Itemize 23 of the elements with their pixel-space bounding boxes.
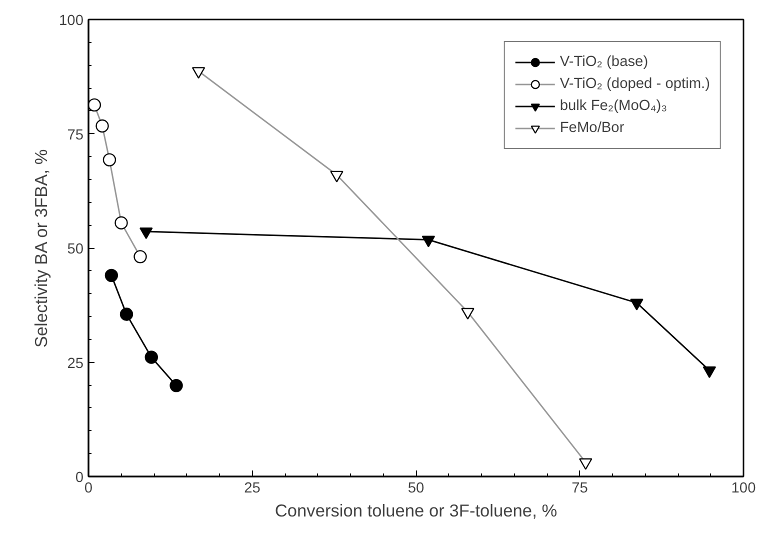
y-tick-label: 75 — [67, 127, 84, 144]
legend-label: V-TiO₂ (base) — [560, 54, 648, 70]
point — [170, 378, 183, 392]
legend-label: bulk Fe₂(MoO₄)₃ — [560, 98, 668, 114]
legend-label: V-TiO₂ (doped - optim.) — [560, 76, 710, 92]
x-tick-label: 25 — [244, 480, 260, 496]
point — [630, 298, 644, 310]
point — [422, 236, 436, 248]
y-tick-label: 0 — [75, 470, 84, 486]
x-tick-label: 100 — [731, 480, 756, 496]
point — [120, 308, 134, 321]
y-axis-title: Selectivity BA or 3FBA, % — [31, 149, 52, 348]
x-tick-label: 50 — [408, 480, 424, 496]
point — [144, 350, 158, 364]
y-tick-label: 100 — [59, 13, 84, 29]
point — [140, 227, 153, 240]
legend-label: FeMo/Bor — [560, 120, 624, 136]
x-axis-title: Conversion toluene or 3F-toluene, % — [274, 500, 558, 520]
point — [702, 366, 716, 378]
x-tick-label: 75 — [572, 480, 588, 496]
point — [104, 268, 118, 282]
y-tick-label: 50 — [67, 242, 84, 258]
y-tick-label: 25 — [67, 356, 84, 372]
